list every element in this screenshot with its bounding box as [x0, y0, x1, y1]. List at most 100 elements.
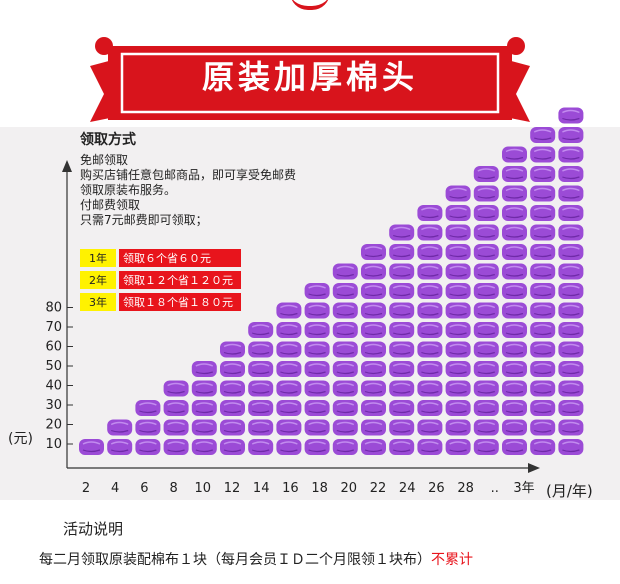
cloth-piece	[417, 322, 443, 338]
cloth-piece	[530, 224, 556, 241]
cloth-piece	[473, 166, 499, 182]
x-tick-label: ..	[491, 481, 499, 496]
x-tick-label: 24	[399, 481, 416, 496]
x-axis-label: (月/年)	[546, 482, 593, 500]
x-tick-label: 16	[282, 481, 299, 496]
cloth-piece	[417, 380, 443, 397]
offer-row: 1年 领取６个省６０元	[80, 249, 241, 267]
cloth-piece	[220, 400, 245, 416]
cloth-piece	[276, 361, 302, 377]
footer-warning: 不累计	[431, 552, 473, 568]
cloth-piece	[248, 439, 274, 455]
cloth-piece	[530, 283, 556, 299]
offer-row: 3年 领取１８个省１８０元	[80, 293, 241, 311]
cloth-piece	[445, 419, 471, 436]
cloth-piece	[530, 263, 556, 280]
cloth-piece	[445, 439, 471, 455]
cloth-piece	[361, 419, 386, 436]
cloth-piece	[304, 361, 330, 377]
cloth-piece	[417, 400, 443, 416]
cloth-piece	[191, 419, 217, 436]
cloth-piece	[558, 224, 584, 241]
cloth-piece	[445, 283, 471, 299]
cloth-piece	[361, 380, 386, 397]
cloth-piece	[361, 283, 386, 299]
cloth-piece	[530, 400, 556, 416]
cloth-piece	[558, 439, 584, 455]
cloth-piece	[361, 439, 386, 455]
cloth-piece	[502, 400, 527, 416]
cloth-piece	[473, 244, 499, 260]
cloth-piece	[361, 341, 386, 358]
cloth-piece	[530, 341, 556, 358]
cloth-piece	[389, 361, 415, 377]
cloth-piece	[332, 439, 358, 455]
cloth-piece	[473, 380, 499, 397]
cloth-piece	[389, 400, 415, 416]
cloth-piece	[220, 341, 245, 358]
cloth-piece	[473, 419, 499, 436]
cloth-piece	[107, 439, 133, 455]
cloth-piece	[473, 322, 499, 338]
cloth-piece	[163, 400, 189, 416]
cloth-piece	[445, 224, 471, 241]
cloth-piece	[502, 419, 527, 436]
cloth-piece	[445, 380, 471, 397]
cloth-piece	[361, 400, 386, 416]
cloth-piece	[558, 146, 584, 163]
cloth-piece	[248, 322, 274, 338]
cloth-piece	[248, 361, 274, 377]
x-tick-label: 26	[428, 481, 445, 496]
info-line: 免邮领取	[80, 153, 129, 167]
cloth-piece	[417, 341, 443, 358]
cloth-piece	[530, 322, 556, 338]
cloth-piece	[332, 283, 358, 299]
cloth-piece	[248, 419, 274, 436]
x-tick-label: 14	[253, 481, 270, 496]
cloth-piece	[332, 361, 358, 377]
cloth-piece	[332, 400, 358, 416]
cloth-piece	[276, 439, 302, 455]
cloth-piece	[473, 224, 499, 241]
cloth-piece	[502, 361, 527, 377]
cloth-piece	[389, 419, 415, 436]
cloth-piece	[417, 361, 443, 377]
cloth-piece	[558, 244, 584, 260]
y-tick-label: 70	[45, 320, 62, 335]
banner-ribbon	[90, 37, 530, 122]
info-block: 领取方式 免邮领取 购买店铺任意包邮商品，即可享受免邮费 领取原装布服务。 付邮…	[80, 133, 296, 228]
cloth-piece	[389, 341, 415, 358]
cloth-piece	[191, 380, 217, 397]
cloth-piece	[530, 380, 556, 397]
x-tick-label: 8	[169, 481, 177, 496]
cloth-piece	[276, 400, 302, 416]
cloth-piece	[220, 439, 245, 455]
x-tick-label: 2	[82, 481, 90, 496]
cloth-piece	[502, 322, 527, 338]
cloth-piece	[417, 419, 443, 436]
cloth-piece	[107, 419, 133, 436]
offer-row: 2年 领取１２个省１２０元	[80, 271, 241, 289]
cloth-piece	[473, 361, 499, 377]
cloth-piece	[389, 322, 415, 338]
cloth-piece	[445, 244, 471, 260]
cloth-piece	[473, 283, 499, 299]
cloth-piece	[332, 322, 358, 338]
cloth-piece	[332, 380, 358, 397]
cloth-piece	[473, 341, 499, 358]
cloth-piece	[530, 419, 556, 436]
cloth-piece	[558, 127, 584, 143]
y-tick-label: 50	[45, 359, 62, 374]
cloth-piece	[558, 322, 584, 338]
cloth-piece	[304, 341, 330, 358]
cloth-piece	[304, 380, 330, 397]
cloth-piece	[502, 205, 527, 221]
x-tick-label: 28	[457, 481, 474, 496]
cloth-piece	[389, 224, 415, 241]
offer-year-badge: 3年	[80, 293, 116, 311]
cloth-piece	[445, 263, 471, 280]
cloth-piece	[361, 361, 386, 377]
y-tick-label: 20	[45, 418, 62, 433]
offer-list: 1年 领取６个省６０元 2年 领取１２个省１２０元 3年 领取１８个省１８０元	[80, 249, 241, 315]
cloth-piece	[558, 341, 584, 358]
